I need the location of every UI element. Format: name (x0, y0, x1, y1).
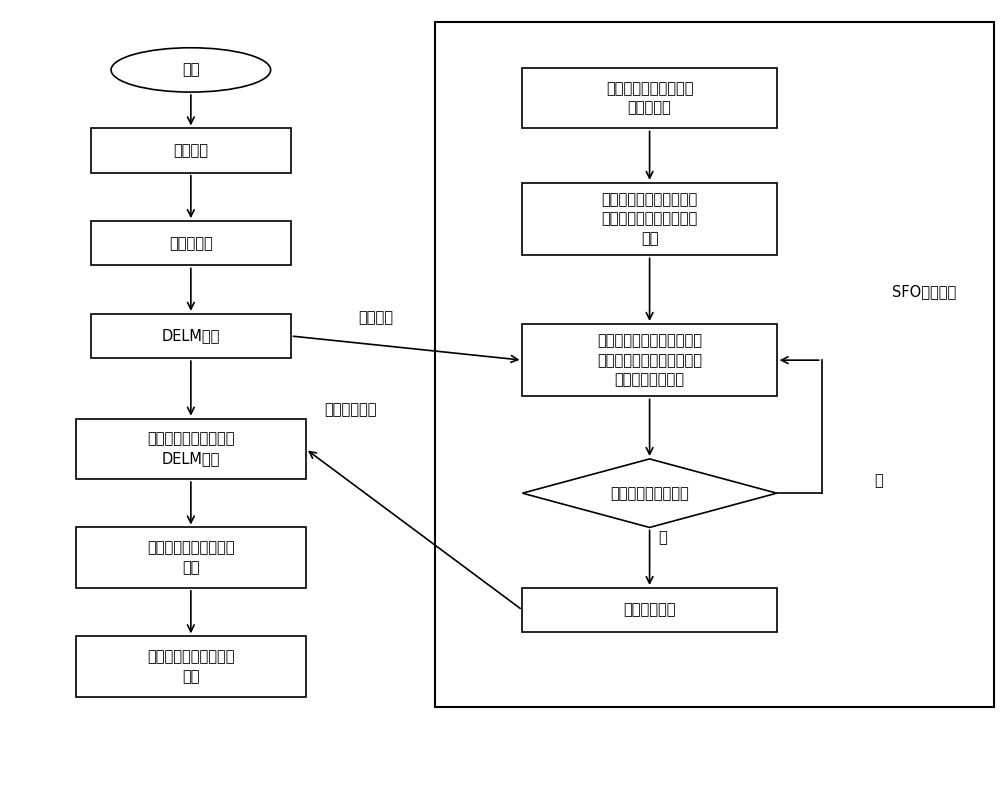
FancyBboxPatch shape (435, 22, 994, 707)
Text: DELM算法: DELM算法 (162, 328, 220, 344)
Text: 初始化旗鱼与沙丁鱼的
参数和位置: 初始化旗鱼与沙丁鱼的 参数和位置 (606, 81, 693, 116)
FancyBboxPatch shape (522, 68, 777, 129)
Text: SFO优化算法: SFO优化算法 (892, 284, 956, 299)
Text: 开始: 开始 (182, 62, 200, 78)
FancyBboxPatch shape (522, 324, 777, 396)
FancyBboxPatch shape (522, 588, 777, 633)
Text: 根据受伤沙丁鱼和精英旗鱼
的位置更新迭代旗鱼群体和
沙丁鱼群体的坐标: 根据受伤沙丁鱼和精英旗鱼 的位置更新迭代旗鱼群体和 沙丁鱼群体的坐标 (597, 332, 702, 388)
FancyBboxPatch shape (91, 129, 291, 172)
Polygon shape (522, 459, 777, 527)
FancyBboxPatch shape (76, 527, 306, 588)
Ellipse shape (111, 48, 271, 92)
Text: 是: 是 (658, 530, 667, 545)
Text: 返回最优参数: 返回最优参数 (324, 403, 377, 417)
FancyBboxPatch shape (76, 637, 306, 697)
FancyBboxPatch shape (91, 314, 291, 358)
Text: 利用该模型对故障进行
分类: 利用该模型对故障进行 分类 (147, 540, 235, 575)
Text: 参数优化: 参数优化 (358, 310, 393, 325)
Text: 分析诊断结果对比其他
模型: 分析诊断结果对比其他 模型 (147, 649, 235, 684)
Text: 输入数据: 输入数据 (173, 143, 208, 158)
Text: 利用最优参数构建最优
DELM模型: 利用最优参数构建最优 DELM模型 (147, 431, 235, 466)
Text: 建立适应度函数，并确定
受伤沙丁鱼和精英旗鱼的
位置: 建立适应度函数，并确定 受伤沙丁鱼和精英旗鱼的 位置 (601, 192, 698, 247)
Text: 输出最优参数: 输出最优参数 (623, 603, 676, 617)
Text: 数据预处理: 数据预处理 (169, 235, 213, 251)
Text: 否: 否 (875, 473, 883, 489)
FancyBboxPatch shape (522, 183, 777, 256)
Text: 是否满足迭代条件？: 是否满足迭代条件？ (610, 485, 689, 501)
FancyBboxPatch shape (76, 418, 306, 479)
FancyBboxPatch shape (91, 221, 291, 265)
